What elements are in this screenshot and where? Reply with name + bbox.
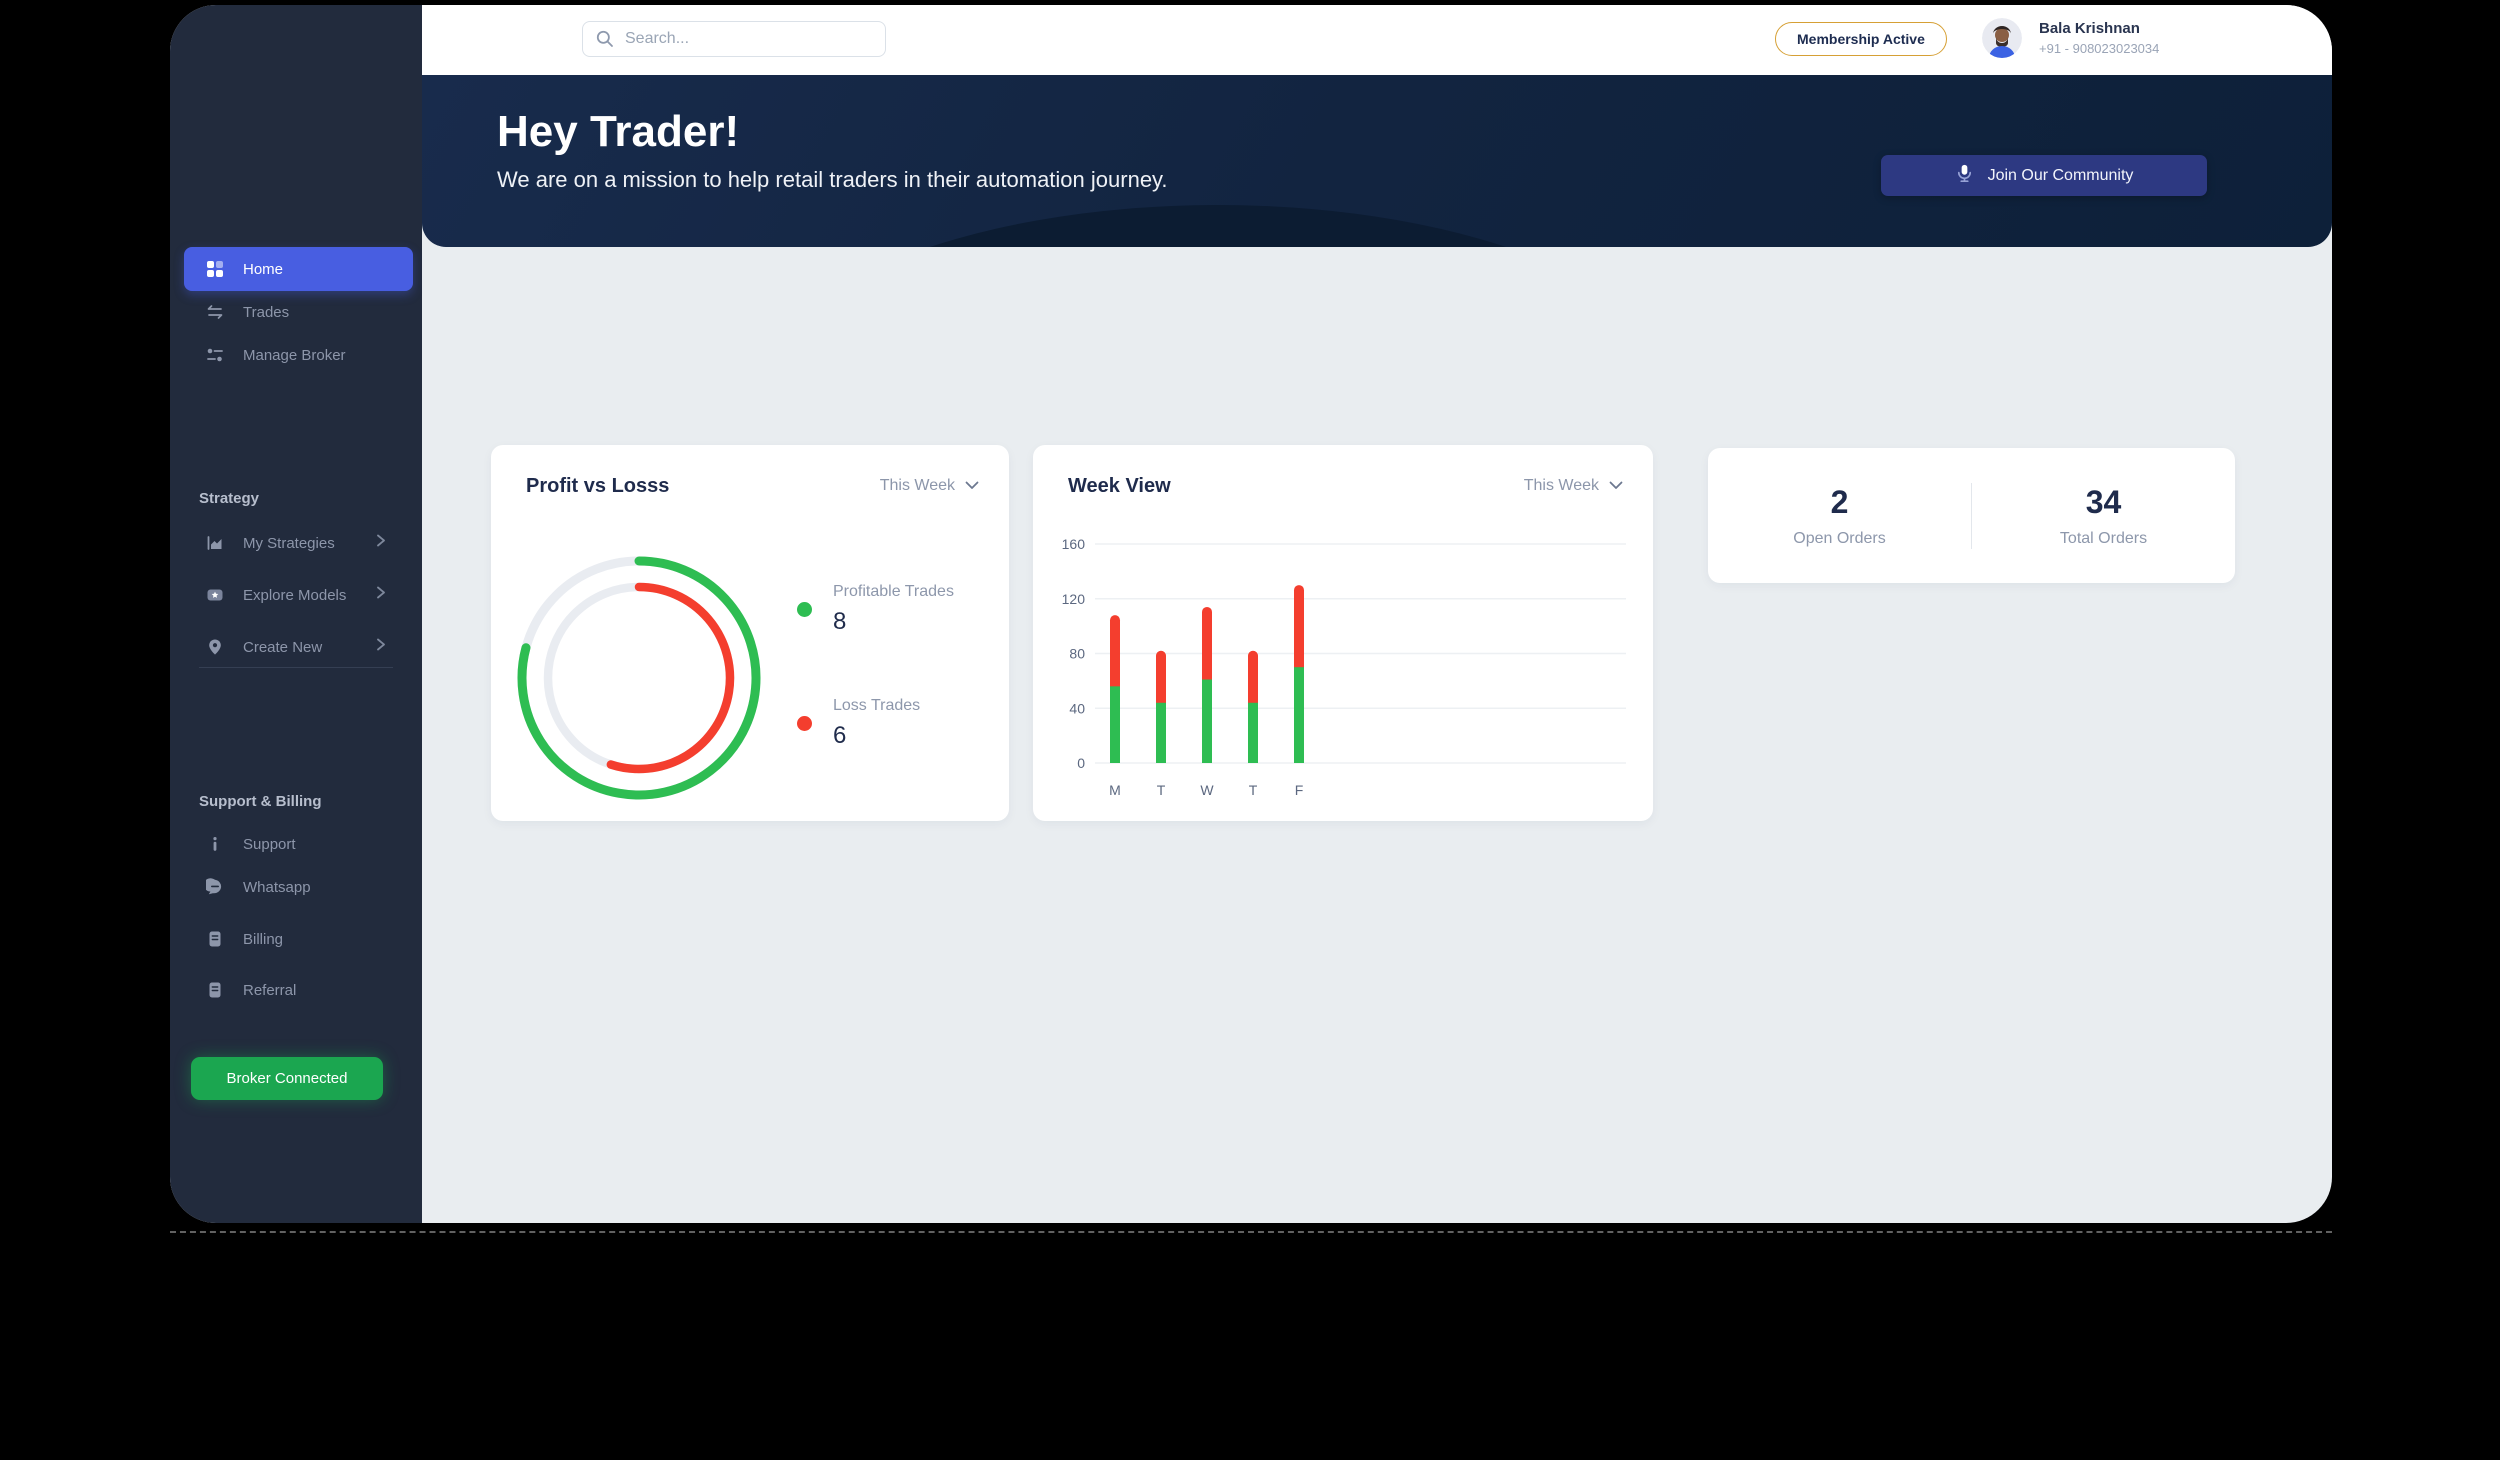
- legend-dot-green: [797, 602, 812, 617]
- join-community-button[interactable]: Join Our Community: [1881, 155, 2207, 196]
- open-orders-value: 2: [1830, 483, 1849, 520]
- topbar: Membership Active Bala Krishnan +91 - 90…: [422, 5, 2332, 75]
- search-input[interactable]: [582, 21, 886, 57]
- week-filter-dropdown[interactable]: This Week: [1524, 477, 1623, 495]
- svg-text:W: W: [1200, 782, 1214, 798]
- svg-text:F: F: [1295, 782, 1304, 798]
- bottom-tear-line: [170, 1231, 2332, 1233]
- chevron-right-icon: [375, 638, 387, 657]
- app-window: Membership Active Bala Krishnan +91 - 90…: [170, 5, 2332, 1223]
- profit-filter-label: This Week: [879, 477, 955, 494]
- chevron-right-icon: [375, 586, 387, 605]
- legend-label: Profitable Trades: [833, 583, 954, 600]
- mic-icon: [1955, 164, 1974, 188]
- profit-donut-wrap: [514, 553, 764, 803]
- user-phone: +91 - 908023023034: [2039, 41, 2160, 56]
- orders-card: 2 Open Orders 34 Total Orders: [1708, 448, 2235, 583]
- sidebar-divider: [199, 667, 393, 668]
- chevron-down-icon: [965, 477, 979, 495]
- sidebar-item-my-strategies[interactable]: My Strategies: [184, 523, 413, 563]
- models-star-icon: [206, 586, 224, 604]
- total-orders-stat: 34 Total Orders: [1972, 484, 2235, 548]
- svg-text:T: T: [1249, 782, 1258, 798]
- sidebar-item-explore-models[interactable]: Explore Models: [184, 575, 413, 615]
- sidebar-section-strategy: Strategy: [199, 490, 260, 507]
- sidebar-item-label: Referral: [243, 981, 297, 999]
- sidebar-item-label: Billing: [243, 930, 284, 948]
- main-content: Profit vs Losss This Week Profitable Tra…: [422, 247, 2332, 1223]
- sidebar-item-support[interactable]: Support: [184, 824, 413, 864]
- sidebar-item-label: Support: [243, 835, 296, 853]
- sidebar-item-home[interactable]: Home: [184, 247, 413, 291]
- user-menu[interactable]: Bala Krishnan +91 - 908023023034: [2039, 20, 2159, 56]
- sliders-icon: [206, 346, 224, 364]
- sidebar-item-trades[interactable]: Trades: [184, 292, 413, 332]
- profit-filter-dropdown[interactable]: This Week: [880, 477, 979, 495]
- sidebar-section-support-billing: Support & Billing: [199, 793, 322, 810]
- orders-divider: [1971, 482, 1972, 549]
- week-bar-chart: 0 40 80 120 160 M T W T F: [1062, 536, 1626, 798]
- sidebar-item-create-new[interactable]: Create New: [184, 627, 413, 667]
- svg-text:T: T: [1157, 782, 1166, 798]
- hero-title: Hey Trader!: [497, 107, 740, 156]
- chevron-right-icon: [375, 534, 387, 553]
- profit-card-title: Profit vs Losss: [526, 475, 670, 497]
- svg-text:120: 120: [1062, 591, 1086, 607]
- svg-text:0: 0: [1077, 755, 1085, 771]
- swap-icon: [206, 303, 224, 321]
- sidebar-item-label: Manage Broker: [243, 346, 346, 364]
- join-community-label: Join Our Community: [1987, 166, 2134, 184]
- avatar[interactable]: [1982, 18, 2022, 58]
- sidebar-item-label: Trades: [243, 303, 290, 321]
- open-orders-label: Open Orders: [1793, 529, 1886, 547]
- sidebar-item-label: Home: [243, 260, 284, 278]
- legend-dot-red: [797, 716, 812, 731]
- week-view-card: Week View This Week 0 40 80 120 160 M T W T F: [1033, 445, 1653, 821]
- search-icon: [595, 29, 615, 54]
- receipt-icon: [206, 930, 224, 948]
- sidebar: Home Trades Manage Broker Strategy My St…: [170, 5, 422, 1223]
- legend-value: 8: [833, 608, 847, 635]
- week-card-title: Week View: [1068, 475, 1171, 497]
- total-orders-label: Total Orders: [2059, 529, 2148, 547]
- svg-text:40: 40: [1069, 700, 1085, 716]
- membership-badge: Membership Active: [1775, 22, 1947, 56]
- svg-text:M: M: [1109, 782, 1121, 798]
- total-orders-value: 34: [2085, 483, 2122, 520]
- hero-banner: Hey Trader! We are on a mission to help …: [422, 75, 2332, 247]
- broker-connected-button[interactable]: Broker Connected: [191, 1057, 383, 1100]
- sidebar-item-whatsapp[interactable]: Whatsapp: [184, 867, 413, 907]
- sidebar-item-label: Create New: [243, 638, 323, 656]
- map-pin-icon: [206, 638, 224, 656]
- info-icon: [206, 835, 224, 853]
- user-name: Bala Krishnan: [2039, 20, 2140, 37]
- sidebar-item-label: Whatsapp: [243, 878, 311, 896]
- sidebar-item-label: My Strategies: [243, 534, 335, 552]
- legend-value: 6: [833, 722, 847, 749]
- sidebar-item-referral[interactable]: Referral: [184, 970, 413, 1010]
- search-field: [582, 21, 886, 57]
- sidebar-item-label: Explore Models: [243, 586, 347, 604]
- profit-donut-chart: [517, 556, 761, 800]
- chat-icon: [203, 878, 224, 896]
- sidebar-item-manage-broker[interactable]: Manage Broker: [184, 335, 413, 375]
- svg-text:80: 80: [1069, 646, 1085, 662]
- chevron-down-icon: [1609, 477, 1623, 495]
- grid-icon: [206, 260, 224, 278]
- svg-text:160: 160: [1062, 536, 1086, 552]
- profit-vs-loss-card: Profit vs Losss This Week Profitable Tra…: [491, 445, 1009, 821]
- receipt-icon: [206, 981, 224, 999]
- open-orders-stat: 2 Open Orders: [1708, 484, 1971, 548]
- area-chart-icon: [206, 534, 224, 552]
- legend-item-profitable: Profitable Trades 8: [797, 583, 954, 636]
- sidebar-item-billing[interactable]: Billing: [184, 919, 413, 959]
- hero-decoration-ellipse: [748, 205, 1688, 247]
- legend-label: Loss Trades: [833, 697, 921, 714]
- legend-item-loss: Loss Trades 6: [797, 697, 920, 750]
- hero-subtitle: We are on a mission to help retail trade…: [497, 167, 1168, 192]
- week-filter-label: This Week: [1523, 477, 1599, 494]
